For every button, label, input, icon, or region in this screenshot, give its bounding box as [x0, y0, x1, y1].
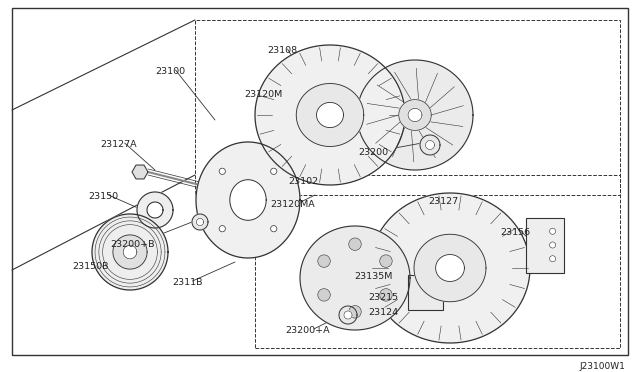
Polygon shape: [123, 245, 137, 259]
Circle shape: [271, 225, 277, 232]
Polygon shape: [196, 218, 204, 225]
Text: 23135M: 23135M: [354, 272, 392, 281]
Polygon shape: [420, 135, 440, 155]
Polygon shape: [230, 180, 266, 220]
Circle shape: [550, 256, 556, 262]
Polygon shape: [357, 60, 473, 170]
Polygon shape: [147, 202, 163, 218]
Circle shape: [380, 289, 392, 301]
Circle shape: [219, 225, 225, 232]
Polygon shape: [196, 142, 300, 258]
Circle shape: [380, 255, 392, 267]
Text: 23102: 23102: [288, 177, 318, 186]
Polygon shape: [344, 311, 352, 319]
Text: 23127: 23127: [428, 197, 458, 206]
Polygon shape: [192, 214, 208, 230]
Text: 23200+A: 23200+A: [285, 326, 330, 335]
Polygon shape: [296, 83, 364, 147]
Polygon shape: [92, 214, 168, 290]
Text: J23100W1: J23100W1: [579, 362, 625, 371]
Circle shape: [318, 255, 330, 267]
Circle shape: [550, 228, 556, 234]
Text: 2311B: 2311B: [172, 278, 202, 287]
Text: 23120M: 23120M: [244, 90, 282, 99]
Polygon shape: [436, 254, 465, 282]
Polygon shape: [399, 100, 431, 131]
Polygon shape: [300, 226, 410, 330]
Polygon shape: [132, 165, 148, 179]
Text: 23124: 23124: [368, 308, 398, 317]
Polygon shape: [414, 234, 486, 302]
Bar: [526, 218, 564, 273]
Text: 23156: 23156: [500, 228, 530, 237]
Polygon shape: [255, 45, 405, 185]
Polygon shape: [339, 306, 357, 324]
Polygon shape: [408, 108, 422, 122]
Text: 23150: 23150: [88, 192, 118, 201]
Text: 23120MA: 23120MA: [270, 200, 315, 209]
Polygon shape: [426, 141, 435, 150]
Circle shape: [219, 168, 225, 174]
Text: 23108: 23108: [267, 46, 297, 55]
Bar: [408, 275, 443, 310]
Circle shape: [271, 168, 277, 174]
Circle shape: [318, 289, 330, 301]
Text: 23200: 23200: [358, 148, 388, 157]
Polygon shape: [370, 193, 530, 343]
Bar: [195, 20, 620, 195]
Text: 23215: 23215: [368, 293, 398, 302]
Polygon shape: [137, 192, 173, 228]
Text: 23100: 23100: [155, 67, 185, 76]
Text: 23127A: 23127A: [100, 140, 136, 149]
Polygon shape: [317, 102, 344, 128]
Circle shape: [550, 242, 556, 248]
Circle shape: [349, 238, 361, 250]
Text: 23200+B: 23200+B: [110, 240, 154, 249]
Polygon shape: [113, 235, 147, 269]
Circle shape: [349, 305, 361, 318]
Text: 23150B: 23150B: [72, 262, 109, 271]
Bar: [255, 175, 620, 348]
